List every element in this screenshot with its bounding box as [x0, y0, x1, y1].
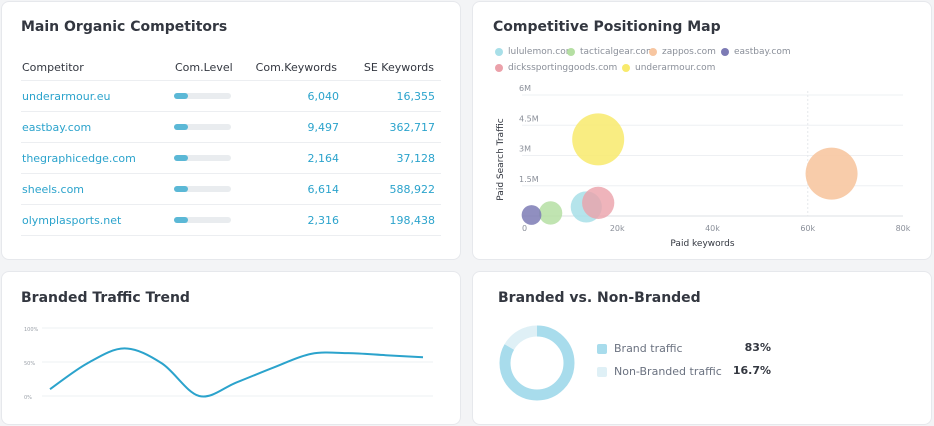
table-bottom-divider: [21, 235, 441, 236]
com-keywords-value: 2,316: [307, 214, 340, 227]
com-level-bar-fill: [174, 93, 189, 99]
legend-item[interactable]: zappos.com: [649, 47, 716, 57]
header-com-level: Com.Level: [175, 61, 233, 74]
table-row: olymplasports.net 2,316 198,438: [21, 204, 441, 235]
x-axis-label: Paid keywords: [670, 239, 734, 249]
com-level-bar: [174, 186, 231, 192]
x-tick-label: 20k: [610, 224, 625, 233]
non-branded-traffic-swatch: [597, 366, 607, 377]
legend-item[interactable]: eastbay.com: [721, 47, 791, 57]
competitor-link[interactable]: eastbay.com: [22, 121, 92, 134]
se-keywords-value: 588,922: [389, 183, 436, 196]
brand-traffic-swatch: [597, 343, 607, 354]
branded-donut-chart: [499, 325, 575, 401]
com-level-bar: [174, 93, 231, 99]
legend-color-dot: [567, 48, 575, 56]
header-competitor: Competitor: [22, 61, 84, 74]
trend-series-line: [49, 347, 424, 398]
legend-color-dot: [495, 48, 503, 56]
branded-title: Branded vs. Non-Branded: [498, 290, 701, 306]
legend-label: tacticalgear.com: [580, 47, 655, 57]
legend-label: zappos.com: [662, 47, 716, 57]
com-keywords-value: 2,164: [307, 152, 340, 165]
y-tick-label: 4.5M: [519, 114, 539, 123]
positioning-title: Competitive Positioning Map: [493, 19, 721, 35]
brand-traffic-value: 83%: [744, 341, 771, 354]
legend-item[interactable]: dickssportinggoods.com: [495, 63, 617, 73]
table-row: thegraphicedge.com 2,164 37,128: [21, 142, 441, 173]
legend-label: eastbay.com: [734, 47, 791, 57]
legend-label: lululemon.com: [508, 47, 575, 57]
legend-item[interactable]: lululemon.com: [495, 47, 575, 57]
y-tick-label: 1.5M: [519, 175, 539, 184]
x-tick-label: 0: [522, 224, 527, 233]
y-tick-label: 0%: [24, 395, 32, 401]
trend-title: Branded Traffic Trend: [21, 290, 190, 306]
se-keywords-value: 37,128: [396, 152, 436, 165]
header-se-keywords: SE Keywords: [363, 61, 434, 74]
legend-brand-traffic: Brand traffic: [597, 342, 683, 355]
positioning-scatter-chart: 1.5M 3M 4.5M 6M 0 20k 40k 60k 80k Paid keywords Pa…: [496, 84, 911, 249]
com-level-bar-fill: [174, 155, 189, 161]
legend-label: dickssportinggoods.com: [508, 63, 618, 73]
competitors-card: Main Organic Competitors Competitor Com.…: [1, 1, 461, 260]
competitors-title: Main Organic Competitors: [21, 19, 228, 35]
competitor-link[interactable]: olymplasports.net: [22, 214, 122, 227]
se-keywords-value: 362,717: [389, 121, 436, 134]
bubble-dickssportinggoods-com[interactable]: [582, 186, 615, 220]
bubble-tacticalgear-com[interactable]: [538, 201, 563, 225]
table-row: sheels.com 6,614 588,922: [21, 173, 441, 204]
bubble-zappos-com[interactable]: [805, 147, 858, 200]
legend-color-dot: [495, 64, 503, 72]
branded-card: Branded vs. Non-Branded Brand traffic 83…: [472, 271, 932, 425]
trend-line-chart: 100% 50% 0%: [24, 327, 433, 401]
table-row: eastbay.com 9,497 362,717: [21, 111, 441, 142]
brand-traffic-label: Brand traffic: [614, 342, 683, 355]
se-keywords-value: 16,355: [396, 90, 436, 103]
com-level-bar: [174, 155, 231, 161]
legend-color-dot: [649, 48, 657, 56]
positioning-card: Competitive Positioning Map lululemon.co…: [472, 1, 932, 260]
x-tick-label: 40k: [705, 224, 720, 233]
bubble-underarmour-com[interactable]: [572, 113, 625, 166]
y-tick-label: 6M: [519, 84, 531, 93]
com-keywords-value: 9,497: [307, 121, 340, 134]
legend-non-branded-traffic: Non-Branded traffic: [597, 365, 722, 378]
non-branded-traffic-label: Non-Branded traffic: [614, 365, 722, 378]
legend-color-dot: [622, 64, 630, 72]
competitor-link[interactable]: sheels.com: [22, 183, 85, 196]
y-axis-label: Paid Search Traffic: [496, 118, 506, 200]
com-level-bar-fill: [174, 217, 189, 223]
legend-item[interactable]: tacticalgear.com: [567, 47, 655, 57]
com-level-bar-fill: [174, 186, 189, 192]
legend-color-dot: [721, 48, 729, 56]
com-keywords-value: 6,040: [307, 90, 340, 103]
legend-item[interactable]: underarmour.com: [622, 63, 715, 73]
com-level-bar-fill: [174, 124, 189, 130]
trend-card: Branded Traffic Trend 100% 50% 0%: [1, 271, 461, 425]
x-tick-label: 80k: [896, 224, 911, 233]
se-keywords-value: 198,438: [389, 214, 436, 227]
header-com-keywords: Com.Keywords: [255, 61, 337, 74]
x-tick-label: 60k: [800, 224, 815, 233]
bubble-eastbay-com[interactable]: [521, 205, 542, 225]
non-branded-traffic-value: 16.7%: [732, 364, 771, 377]
y-tick-label: 100%: [24, 327, 39, 333]
y-tick-label: 3M: [519, 145, 531, 154]
com-level-bar: [174, 124, 231, 130]
competitor-link[interactable]: underarmour.eu: [22, 90, 111, 103]
com-keywords-value: 6,614: [307, 183, 340, 196]
table-row: underarmour.eu 6,040 16,355: [21, 80, 441, 111]
y-tick-label: 50%: [24, 361, 35, 367]
legend-label: underarmour.com: [635, 63, 716, 73]
com-level-bar: [174, 217, 231, 223]
donut-slice: [499, 325, 575, 401]
competitor-link[interactable]: thegraphicedge.com: [22, 152, 136, 165]
